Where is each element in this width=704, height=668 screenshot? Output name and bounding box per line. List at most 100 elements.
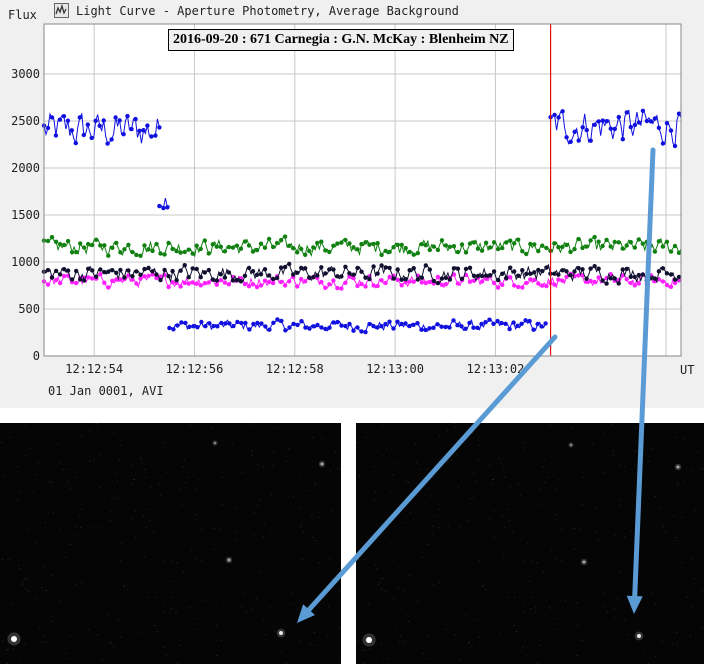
data-point-green — [504, 240, 508, 244]
data-point-blue — [451, 318, 455, 322]
data-point-green — [74, 250, 78, 254]
data-point-blue — [307, 326, 311, 330]
data-point-blue — [355, 325, 359, 329]
noise-pixel — [626, 634, 627, 635]
noise-pixel — [520, 495, 521, 496]
data-point-green — [544, 246, 548, 250]
noise-pixel — [593, 443, 594, 444]
data-point-magenta — [371, 283, 375, 287]
noise-pixel — [494, 537, 495, 538]
noise-pixel — [222, 477, 223, 478]
data-point-magenta — [62, 274, 66, 278]
data-point-blue — [195, 325, 199, 329]
noise-pixel — [433, 526, 434, 527]
data-point-black — [673, 277, 677, 281]
data-point-green — [379, 253, 383, 257]
data-point-green — [158, 251, 162, 255]
noise-pixel — [69, 636, 70, 637]
noise-pixel — [423, 653, 424, 654]
data-point-magenta — [379, 278, 383, 282]
data-point-blue — [459, 324, 463, 328]
data-point-blue — [495, 319, 499, 323]
noise-pixel — [386, 448, 387, 449]
noise-pixel — [189, 607, 190, 608]
data-point-black — [178, 269, 182, 273]
data-point-black — [448, 277, 452, 281]
noise-pixel — [68, 481, 69, 482]
noise-pixel — [121, 543, 122, 544]
data-point-magenta — [146, 274, 150, 278]
data-point-blue — [673, 144, 677, 148]
noise-pixel — [102, 660, 103, 661]
data-point-green — [424, 243, 428, 247]
data-point-green — [150, 249, 154, 253]
noise-pixel — [269, 606, 270, 607]
star — [583, 561, 586, 564]
noise-pixel — [115, 473, 116, 474]
data-point-blue — [543, 321, 547, 325]
data-point-black — [452, 266, 456, 270]
data-point-magenta — [400, 283, 404, 287]
noise-pixel — [663, 524, 664, 525]
noise-pixel — [243, 593, 244, 594]
data-point-blue — [70, 128, 74, 132]
data-point-blue — [239, 321, 243, 325]
data-point-black — [86, 267, 90, 271]
data-point-magenta — [343, 281, 347, 285]
noise-pixel — [59, 462, 60, 463]
noise-pixel — [636, 428, 637, 429]
data-point-black — [588, 266, 592, 270]
data-point-black — [102, 270, 106, 274]
noise-pixel — [74, 534, 75, 535]
data-point-blue — [395, 320, 399, 324]
data-point-blue — [211, 324, 215, 328]
noise-pixel — [315, 486, 316, 487]
data-point-green — [536, 249, 540, 253]
noise-pixel — [455, 634, 456, 635]
noise-pixel — [399, 642, 400, 643]
noise-pixel — [70, 488, 71, 489]
data-point-black — [50, 275, 54, 279]
noise-pixel — [42, 642, 43, 643]
noise-pixel — [383, 529, 384, 530]
data-point-black — [191, 266, 195, 270]
noise-pixel — [651, 616, 652, 617]
noise-pixel — [339, 628, 340, 629]
noise-pixel — [550, 425, 551, 426]
data-point-green — [387, 250, 391, 254]
data-point-green — [66, 239, 70, 243]
data-point-black — [536, 268, 540, 272]
data-point-magenta — [227, 282, 231, 286]
data-point-green — [207, 251, 211, 255]
noise-pixel — [176, 612, 177, 613]
noise-pixel — [337, 468, 338, 469]
noise-pixel — [135, 537, 136, 538]
data-point-magenta — [625, 277, 629, 281]
data-point-black — [271, 277, 275, 281]
data-point-green — [669, 249, 673, 253]
data-point-magenta — [363, 284, 367, 288]
data-point-magenta — [375, 284, 379, 288]
data-point-green — [243, 239, 247, 243]
noise-pixel — [170, 581, 171, 582]
data-point-magenta — [166, 285, 170, 289]
noise-pixel — [330, 471, 331, 472]
data-point-black — [560, 268, 564, 272]
star — [214, 442, 216, 444]
data-point-green — [259, 242, 263, 246]
noise-pixel — [427, 636, 428, 637]
data-point-blue — [637, 120, 641, 124]
data-point-black — [203, 270, 207, 274]
data-point-green — [556, 245, 560, 249]
noise-pixel — [205, 600, 206, 601]
data-point-green — [178, 250, 182, 254]
data-point-magenta — [199, 283, 203, 287]
noise-pixel — [164, 611, 165, 612]
data-point-magenta — [556, 277, 560, 281]
noise-pixel — [400, 636, 401, 637]
data-point-black — [496, 278, 500, 282]
noise-pixel — [168, 543, 169, 544]
noise-pixel — [556, 514, 557, 515]
noise-pixel — [165, 448, 166, 449]
